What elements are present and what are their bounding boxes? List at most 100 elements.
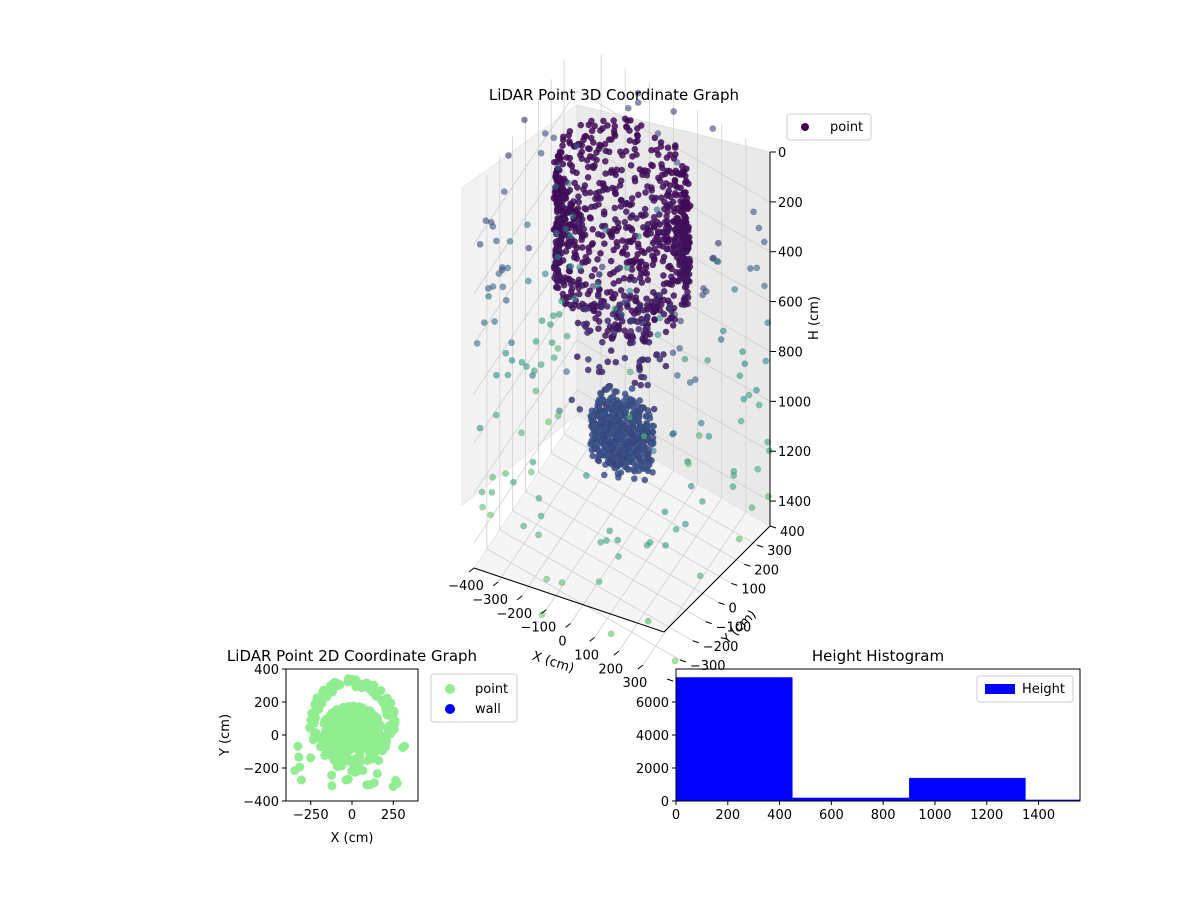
chart-title-2d: LiDAR Point 2D Coordinate Graph [227, 647, 477, 665]
data-point-3d [574, 281, 581, 288]
tick-mark [718, 602, 725, 605]
legend-label-point: point [830, 120, 863, 135]
data-point-3d [585, 248, 593, 256]
y-tick-label-histogram: 4000 [636, 729, 669, 744]
data-point-3d [623, 238, 631, 246]
legend-3d: point [786, 113, 872, 141]
y-tick-label-2d: 0 [271, 729, 279, 744]
y-tick-label-2d: −200 [243, 762, 279, 777]
data-point-3d [604, 317, 612, 325]
data-point-3d [588, 117, 595, 125]
data-point-3d [614, 536, 622, 544]
data-point-3d [576, 263, 583, 271]
grid-line [618, 124, 723, 652]
data-point-3d [594, 292, 602, 300]
data-point-3d [663, 192, 671, 200]
data-point-3d [644, 182, 651, 190]
data-point-3d [598, 263, 606, 271]
data-point-3d [495, 270, 503, 277]
data-point-3d [581, 204, 589, 212]
data-point-3d [681, 273, 689, 281]
data-point-3d [629, 339, 637, 346]
data-point-3d [647, 229, 655, 237]
data-point-2d [330, 717, 340, 727]
data-point-3d [654, 331, 662, 339]
data-point-3d [668, 265, 675, 273]
data-point-3d [682, 520, 689, 528]
data-point-3d [643, 541, 651, 549]
data-point-3d [760, 238, 768, 246]
y-tick-label: 0 [729, 602, 737, 617]
data-point-3d [504, 264, 512, 272]
data-point-3d [595, 363, 603, 371]
data-point-3d [538, 611, 546, 618]
data-point-3d [612, 358, 620, 366]
data-point-3d [627, 327, 635, 335]
data-point-3d [575, 220, 583, 228]
data-point-3d [559, 183, 566, 191]
data-point-3d [663, 245, 671, 253]
data-point-3d [764, 438, 772, 446]
data-point-3d [535, 531, 542, 539]
data-point-3d [699, 497, 706, 505]
histogram-bar [1025, 799, 1080, 801]
x-tick-label-histogram: 1000 [918, 808, 951, 823]
data-point-3d [634, 99, 642, 107]
histogram-bar [909, 777, 1026, 801]
data-point-3d [650, 405, 658, 413]
data-point-3d [643, 295, 650, 303]
data-point-3d [610, 117, 618, 125]
chart-title-histogram: Height Histogram [812, 647, 944, 665]
data-point-3d [621, 390, 629, 398]
data-point-2d [384, 705, 394, 714]
data-point-3d [567, 262, 575, 270]
grid-line [473, 389, 771, 544]
data-point-3d [629, 152, 636, 160]
grid-line [642, 138, 747, 666]
data-point-3d [604, 185, 611, 193]
data-point-3d [612, 185, 619, 193]
data-point-3d [559, 290, 567, 298]
data-point-3d [575, 193, 582, 201]
data-point-3d [589, 225, 597, 233]
data-point-3d [631, 138, 639, 146]
data-point-3d [691, 376, 699, 383]
data-point-3d [633, 450, 641, 458]
data-point-3d [504, 371, 512, 379]
data-point-3d [607, 630, 615, 638]
data-point-3d [584, 366, 592, 374]
z-tick-label: 1200 [778, 445, 811, 460]
data-point-3d [638, 319, 646, 327]
data-point-3d [600, 471, 608, 479]
tick-mark [589, 636, 595, 642]
data-point-3d [671, 177, 679, 185]
data-point-3d [677, 197, 684, 205]
data-point-3d [631, 177, 639, 185]
data-point-3d [541, 129, 549, 137]
legend-swatch-height [985, 684, 1015, 694]
x-tick-label-2d: 0 [348, 808, 356, 823]
data-point-3d [635, 325, 643, 333]
tick-mark [731, 582, 738, 586]
data-point-3d [478, 488, 486, 496]
data-point-3d [574, 319, 582, 327]
data-point-2d [347, 675, 357, 685]
data-point-3d [626, 287, 634, 295]
data-point-3d [613, 414, 621, 422]
data-point-3d [595, 404, 603, 412]
y-tick-label-2d: 400 [254, 663, 279, 678]
data-point-3d [584, 355, 592, 363]
data-point-2d [365, 734, 375, 744]
data-point-3d [641, 205, 649, 213]
z-tick-label: 200 [778, 196, 803, 211]
data-point-2d [355, 720, 365, 730]
data-point-3d [543, 575, 550, 583]
data-point-3d [595, 437, 603, 445]
data-point-3d [556, 155, 564, 163]
data-point-3d [620, 397, 628, 405]
grid-line [525, 117, 719, 603]
tick-mark [637, 664, 644, 670]
y-tick-label-histogram: 2000 [636, 762, 669, 777]
data-point-3d [633, 287, 640, 294]
legend-marker-point [801, 123, 809, 131]
